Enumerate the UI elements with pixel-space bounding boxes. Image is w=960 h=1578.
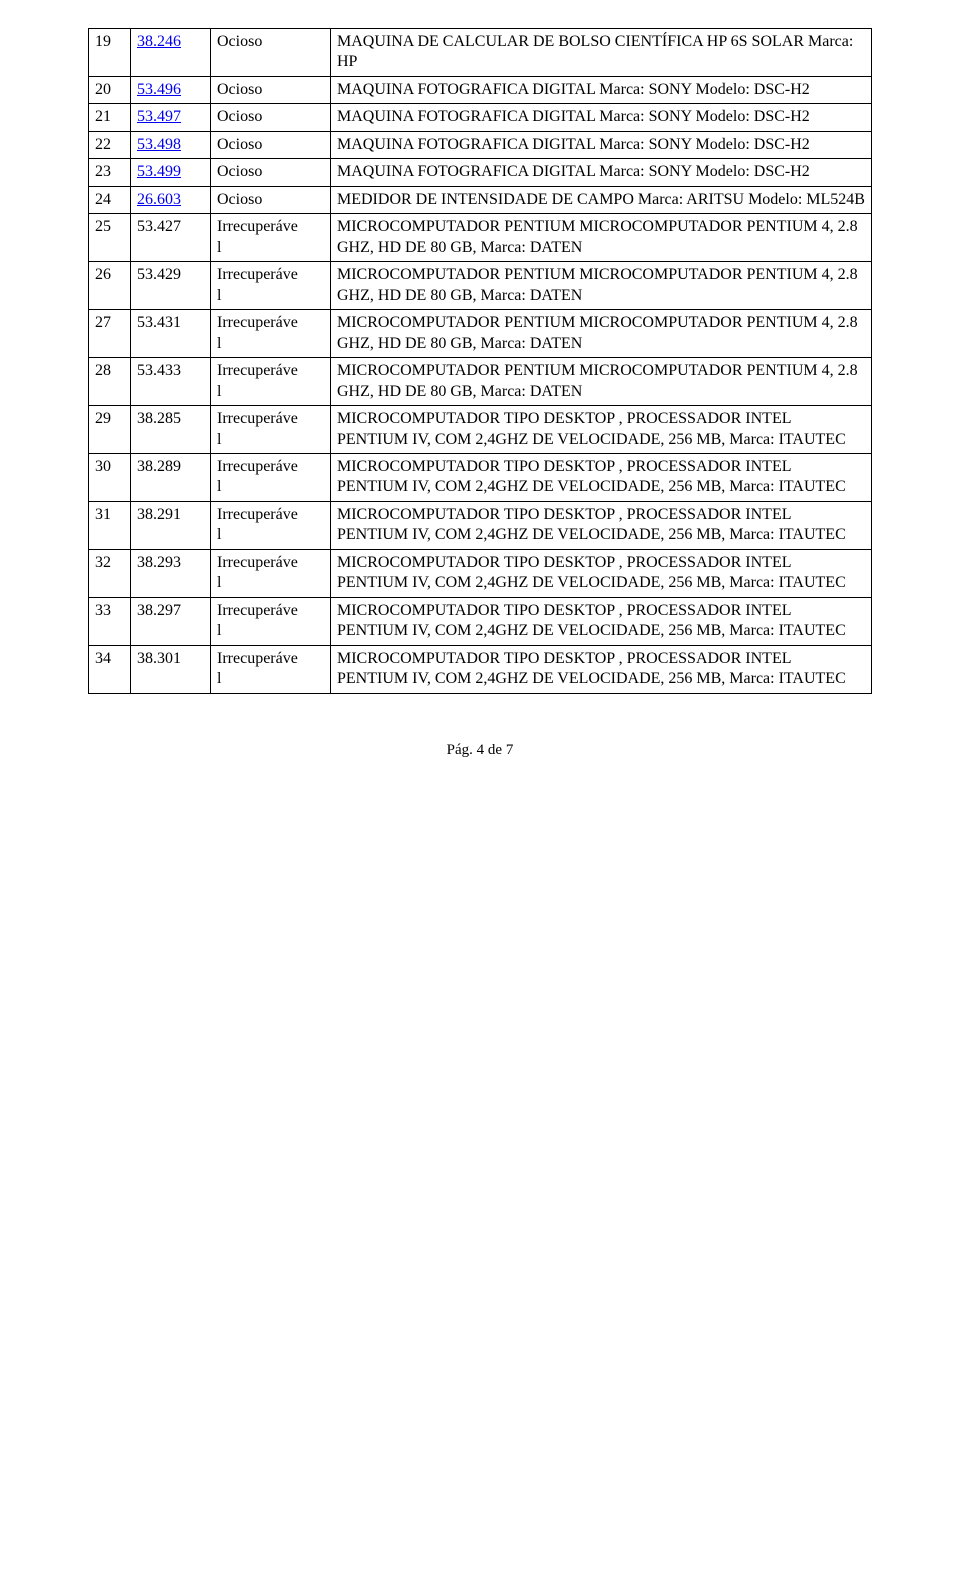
status-text: Irrecuperável [217, 265, 324, 306]
status-text: Irrecuperável [217, 553, 324, 594]
asset-code: 38.301 [131, 645, 211, 693]
status-cell: Irrecuperável [211, 549, 331, 597]
status-cell: Irrecuperável [211, 501, 331, 549]
row-number: 21 [89, 104, 131, 131]
description-cell: MICROCOMPUTADOR TIPO DESKTOP , PROCESSAD… [331, 597, 872, 645]
table-row: 3338.297IrrecuperávelMICROCOMPUTADOR TIP… [89, 597, 872, 645]
description-cell: MAQUINA FOTOGRAFICA DIGITAL Marca: SONY … [331, 76, 872, 103]
description-cell: MICROCOMPUTADOR TIPO DESKTOP , PROCESSAD… [331, 501, 872, 549]
asset-code: 53.429 [131, 262, 211, 310]
asset-code: 38.285 [131, 406, 211, 454]
asset-code[interactable]: 53.499 [131, 159, 211, 186]
asset-code: 53.433 [131, 358, 211, 406]
table-row: 2853.433IrrecuperávelMICROCOMPUTADOR PEN… [89, 358, 872, 406]
row-number: 22 [89, 131, 131, 158]
status-cell: Ocioso [211, 29, 331, 77]
row-number: 19 [89, 29, 131, 77]
table-row: 20 53.496 OciosoMAQUINA FOTOGRAFICA DIGITA… [89, 76, 872, 103]
row-number: 34 [89, 645, 131, 693]
description-cell: MICROCOMPUTADOR TIPO DESKTOP , PROCESSAD… [331, 549, 872, 597]
status-cell: Irrecuperável [211, 358, 331, 406]
status-cell: Ocioso [211, 159, 331, 186]
status-text: Irrecuperável [217, 409, 324, 450]
status-cell: Irrecuperável [211, 406, 331, 454]
description-cell: MAQUINA FOTOGRAFICA DIGITAL Marca: SONY … [331, 104, 872, 131]
status-cell: Irrecuperável [211, 453, 331, 501]
asset-code-link[interactable]: 38.246 [137, 33, 181, 50]
row-number: 20 [89, 76, 131, 103]
status-text: Irrecuperável [217, 361, 324, 402]
table-row: 2938.285IrrecuperávelMICROCOMPUTADOR TIP… [89, 406, 872, 454]
asset-code: 38.297 [131, 597, 211, 645]
asset-code[interactable]: 53.496 [131, 76, 211, 103]
asset-code-link[interactable]: 53.497 [137, 108, 181, 125]
row-number: 26 [89, 262, 131, 310]
table-row: 2553.427IrrecuperávelMICROCOMPUTADOR PEN… [89, 214, 872, 262]
status-cell: Irrecuperável [211, 262, 331, 310]
row-number: 23 [89, 159, 131, 186]
asset-code[interactable]: 38.246 [131, 29, 211, 77]
status-cell: Irrecuperável [211, 310, 331, 358]
asset-code: 53.431 [131, 310, 211, 358]
table-row: 2653.429IrrecuperávelMICROCOMPUTADOR PEN… [89, 262, 872, 310]
table-row: 2753.431IrrecuperávelMICROCOMPUTADOR PEN… [89, 310, 872, 358]
table-row: 3238.293IrrecuperávelMICROCOMPUTADOR TIP… [89, 549, 872, 597]
table-row: 21 53.497 OciosoMAQUINA FOTOGRAFICA DIGITA… [89, 104, 872, 131]
description-cell: MICROCOMPUTADOR PENTIUM MICROCOMPUTADOR … [331, 214, 872, 262]
description-cell: MICROCOMPUTADOR PENTIUM MICROCOMPUTADOR … [331, 358, 872, 406]
status-cell: Ocioso [211, 131, 331, 158]
description-cell: MEDIDOR DE INTENSIDADE DE CAMPO Marca: A… [331, 186, 872, 213]
row-number: 27 [89, 310, 131, 358]
description-cell: MAQUINA FOTOGRAFICA DIGITAL Marca: SONY … [331, 159, 872, 186]
asset-code-link[interactable]: 53.499 [137, 163, 181, 180]
asset-code: 38.293 [131, 549, 211, 597]
row-number: 31 [89, 501, 131, 549]
status-text: Irrecuperável [217, 313, 324, 354]
table-row: 22 53.498 OciosoMAQUINA FOTOGRAFICA DIGITA… [89, 131, 872, 158]
status-cell: Ocioso [211, 186, 331, 213]
description-cell: MAQUINA FOTOGRAFICA DIGITAL Marca: SONY … [331, 131, 872, 158]
status-text: Irrecuperável [217, 649, 324, 690]
row-number: 24 [89, 186, 131, 213]
status-text: Irrecuperável [217, 217, 324, 258]
page-footer: Pág. 4 de 7 [88, 742, 872, 759]
status-cell: Ocioso [211, 76, 331, 103]
table-row: 3138.291IrrecuperávelMICROCOMPUTADOR TIP… [89, 501, 872, 549]
status-cell: Irrecuperável [211, 214, 331, 262]
row-number: 29 [89, 406, 131, 454]
status-text: Irrecuperável [217, 457, 324, 498]
description-cell: MICROCOMPUTADOR TIPO DESKTOP , PROCESSAD… [331, 453, 872, 501]
status-cell: Ocioso [211, 104, 331, 131]
description-cell: MICROCOMPUTADOR TIPO DESKTOP , PROCESSAD… [331, 645, 872, 693]
table-row: 24 26.603 OciosoMEDIDOR DE INTENSIDADE DE … [89, 186, 872, 213]
asset-code-link[interactable]: 26.603 [137, 191, 181, 208]
asset-code-link[interactable]: 53.496 [137, 81, 181, 98]
table-row: 19 38.246 OciosoMAQUINA DE CALCULAR DE BOL… [89, 29, 872, 77]
status-text: Irrecuperável [217, 505, 324, 546]
table-row: 23 53.499 OciosoMAQUINA FOTOGRAFICA DIGITA… [89, 159, 872, 186]
asset-code-link[interactable]: 53.498 [137, 136, 181, 153]
row-number: 28 [89, 358, 131, 406]
asset-code[interactable]: 53.498 [131, 131, 211, 158]
description-cell: MAQUINA DE CALCULAR DE BOLSO CIENTÍFICA … [331, 29, 872, 77]
row-number: 30 [89, 453, 131, 501]
table-row: 3438.301IrrecuperávelMICROCOMPUTADOR TIP… [89, 645, 872, 693]
asset-table: 1938.246OciosoMAQUINA DE CALCULAR DE BOL… [88, 28, 872, 694]
asset-code: 38.289 [131, 453, 211, 501]
asset-code: 38.291 [131, 501, 211, 549]
row-number: 33 [89, 597, 131, 645]
status-cell: Irrecuperável [211, 597, 331, 645]
row-number: 25 [89, 214, 131, 262]
document-page: 1938.246OciosoMAQUINA DE CALCULAR DE BOL… [0, 0, 960, 799]
table-row: 3038.289IrrecuperávelMICROCOMPUTADOR TIP… [89, 453, 872, 501]
description-cell: MICROCOMPUTADOR TIPO DESKTOP , PROCESSAD… [331, 406, 872, 454]
asset-code[interactable]: 53.497 [131, 104, 211, 131]
description-cell: MICROCOMPUTADOR PENTIUM MICROCOMPUTADOR … [331, 262, 872, 310]
asset-code[interactable]: 26.603 [131, 186, 211, 213]
status-text: Irrecuperável [217, 601, 324, 642]
row-number: 32 [89, 549, 131, 597]
description-cell: MICROCOMPUTADOR PENTIUM MICROCOMPUTADOR … [331, 310, 872, 358]
asset-code: 53.427 [131, 214, 211, 262]
status-cell: Irrecuperável [211, 645, 331, 693]
